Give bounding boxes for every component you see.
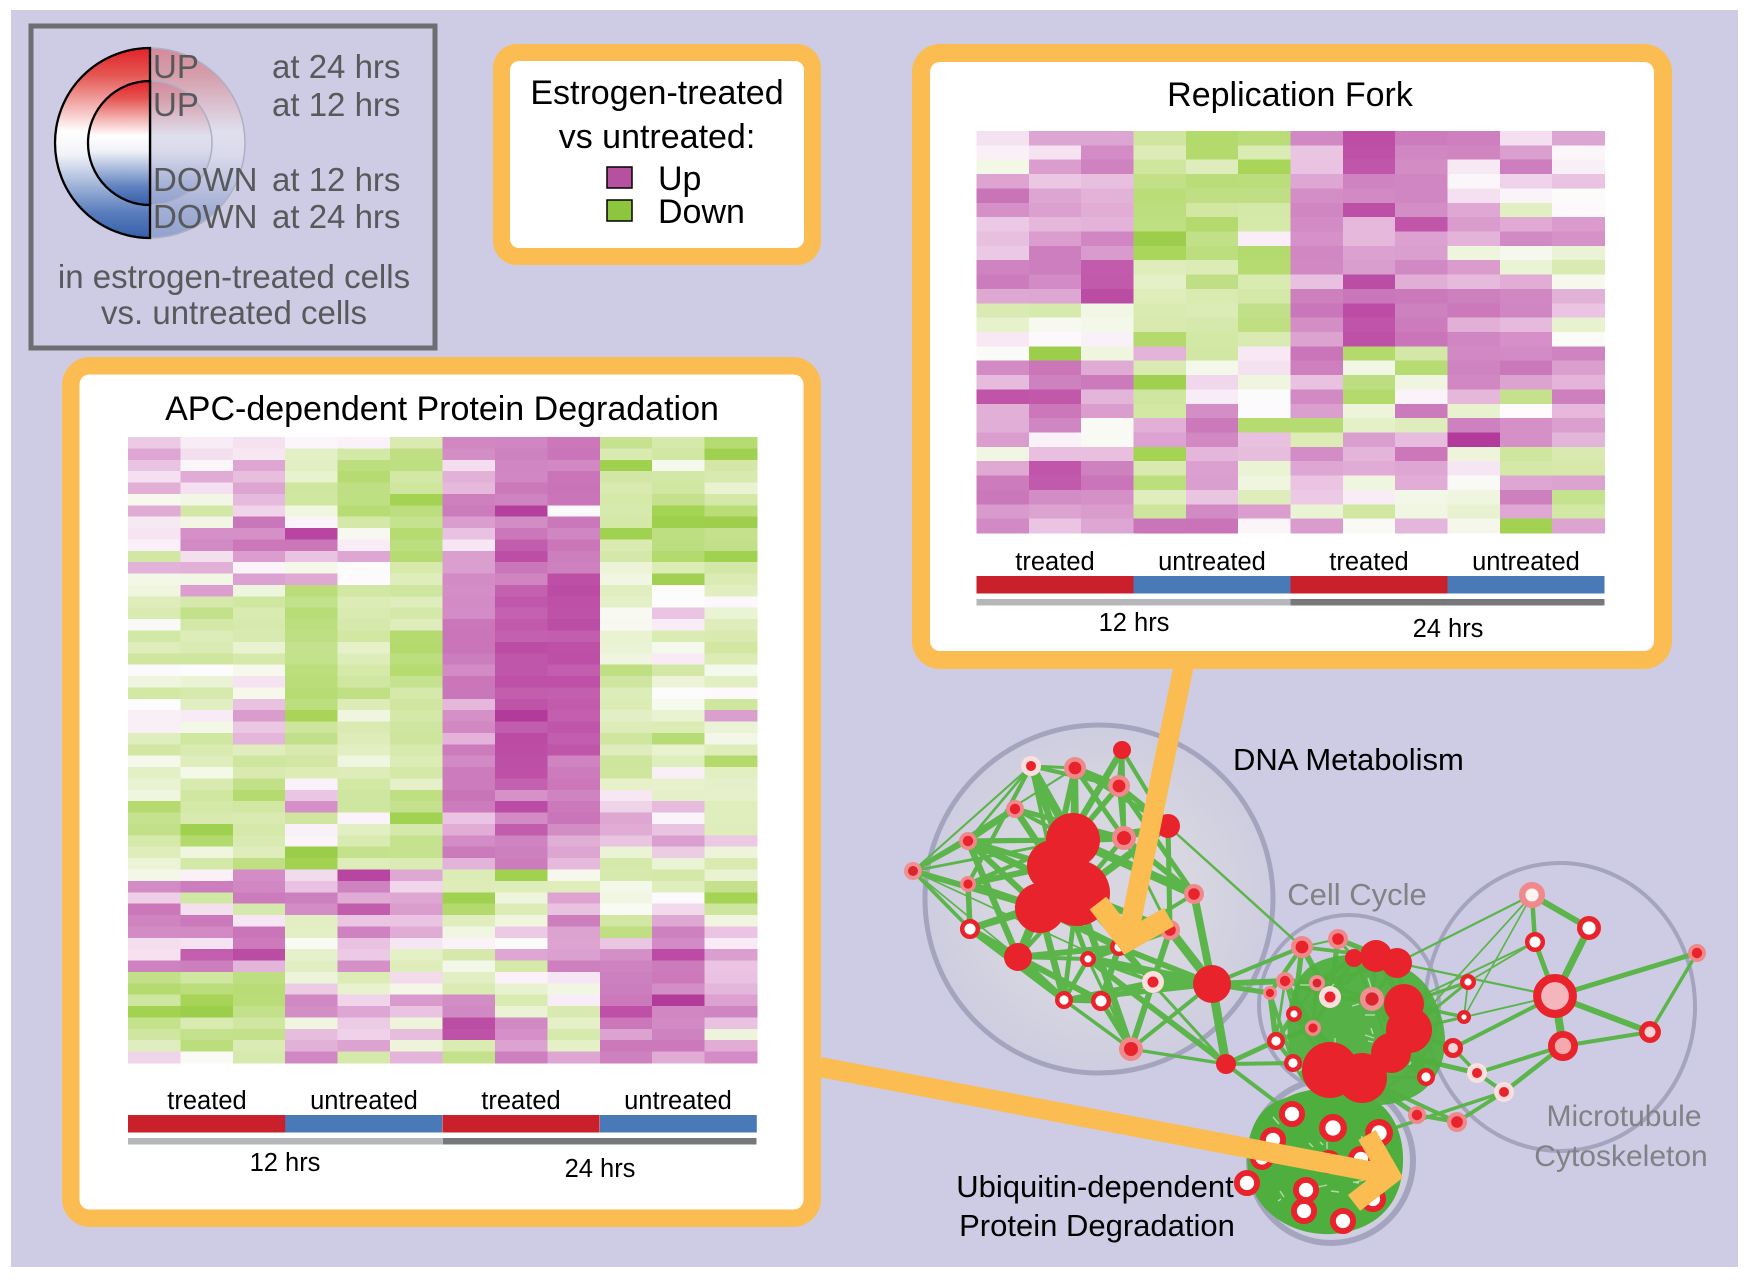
svg-text:Cytoskeleton: Cytoskeleton bbox=[1534, 1140, 1707, 1173]
svg-text:12 hrs: 12 hrs bbox=[250, 1149, 321, 1177]
svg-text:untreated: untreated bbox=[310, 1087, 418, 1115]
svg-text:Cell Cycle: Cell Cycle bbox=[1287, 877, 1427, 912]
svg-text:untreated: untreated bbox=[1472, 548, 1580, 576]
svg-text:Ubiquitin-dependent: Ubiquitin-dependent bbox=[956, 1169, 1234, 1204]
svg-text:DOWN: DOWN bbox=[153, 198, 257, 235]
svg-text:at 24 hrs: at 24 hrs bbox=[272, 198, 400, 235]
svg-text:at 24 hrs: at 24 hrs bbox=[272, 48, 400, 85]
svg-text:UP: UP bbox=[153, 48, 199, 85]
svg-text:DNA Metabolism: DNA Metabolism bbox=[1233, 742, 1464, 777]
svg-text:treated: treated bbox=[1329, 548, 1408, 576]
svg-text:24 hrs: 24 hrs bbox=[565, 1155, 636, 1183]
svg-text:treated: treated bbox=[167, 1087, 246, 1115]
svg-text:in estrogen-treated cells: in estrogen-treated cells bbox=[58, 258, 410, 295]
svg-text:Protein Degradation: Protein Degradation bbox=[959, 1208, 1235, 1243]
svg-text:UP: UP bbox=[153, 86, 199, 123]
svg-text:APC-dependent Protein Degradat: APC-dependent Protein Degradation bbox=[165, 390, 719, 428]
svg-text:untreated: untreated bbox=[1158, 548, 1266, 576]
svg-text:at 12 hrs: at 12 hrs bbox=[272, 86, 400, 123]
svg-text:DOWN: DOWN bbox=[153, 161, 257, 198]
svg-text:24 hrs: 24 hrs bbox=[1413, 615, 1484, 643]
svg-text:vs. untreated cells: vs. untreated cells bbox=[101, 294, 367, 331]
svg-text:vs untreated:: vs untreated: bbox=[559, 118, 756, 156]
svg-text:treated: treated bbox=[481, 1087, 560, 1115]
svg-text:Up: Up bbox=[658, 160, 701, 198]
svg-text:12 hrs: 12 hrs bbox=[1099, 609, 1170, 637]
svg-text:Microtubule: Microtubule bbox=[1546, 1100, 1701, 1133]
svg-text:at 12 hrs: at 12 hrs bbox=[272, 161, 400, 198]
svg-text:Replication Fork: Replication Fork bbox=[1167, 76, 1414, 114]
svg-text:treated: treated bbox=[1015, 548, 1094, 576]
svg-text:Down: Down bbox=[658, 193, 745, 231]
svg-text:untreated: untreated bbox=[624, 1087, 732, 1115]
svg-text:Estrogen-treated: Estrogen-treated bbox=[530, 74, 783, 112]
